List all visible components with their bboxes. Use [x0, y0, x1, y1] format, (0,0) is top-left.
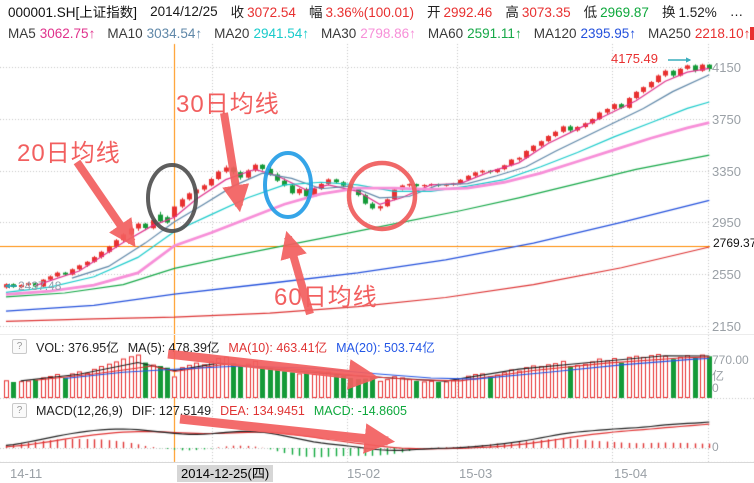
price-tick-3750: 3750	[712, 111, 741, 127]
volume-legend-item-1: MA(5): 478.39亿	[127, 341, 220, 355]
ma-legend-ma30: MA30 2798.86↑	[321, 25, 416, 41]
ma-legend-ma60: MA60 2591.11↑	[427, 25, 522, 41]
volume-legend-item-3: MA(20): 503.74亿	[336, 341, 435, 355]
macd-legend-item-1: DIF: 127.5149	[131, 403, 212, 418]
quote-field-收: 收 3072.54	[230, 5, 296, 20]
quote-fields: 收 3072.54 幅 3.36%(100.01) 开 2992.46 高 3073.35 低 2…	[231, 1, 717, 21]
macd-legend-item-2: DEA: 134.9451	[220, 403, 305, 418]
price-tick-2550: 2550	[712, 267, 741, 283]
help-icon[interactable]: ?	[12, 403, 27, 418]
ma-legend-ma5: MA5 3062.75↑	[8, 25, 96, 41]
quote-field-换: 换 1.52%	[661, 5, 717, 20]
label-ma20-note: 20日均线	[17, 140, 121, 167]
volume-axis-max: 770.00亿	[712, 353, 749, 383]
quote-field-高: 高 3073.35	[505, 5, 571, 20]
ma-legend-ma250: MA250 2218.10↑	[648, 25, 751, 41]
quote-field-幅: 幅 3.36%(100.01)	[308, 5, 415, 20]
price-tick-2150: 2150	[712, 319, 741, 334]
time-label-15-03: 15-03	[459, 466, 493, 481]
crosshair-price-label: 2769.37	[711, 236, 754, 250]
ma-legend-ma10: MA10 3034.54↑	[107, 25, 203, 41]
time-label-14-11: 14-11	[10, 466, 43, 481]
label-ma30-note: 30日均线	[176, 91, 280, 118]
high-price-label: 4175.49	[611, 51, 658, 66]
time-label-15-04: 15-04	[614, 466, 648, 481]
ma-legend-ma20: MA20 2941.54↑	[214, 25, 310, 41]
top-info-bar: 000001.SH[上证指数] 2014/12/25 收 3072.54 幅 3.36…	[0, 0, 754, 22]
price-tick-2950: 2950	[712, 215, 741, 231]
ma-legend-items: MA5 3062.75↑ MA10 3034.54↑ MA20 2941.54↑ MA30 2…	[8, 26, 750, 41]
pane-separator	[0, 334, 754, 335]
more-ellipsis[interactable]: …	[729, 3, 744, 19]
cursor-date-label: 2014-12-25(四)	[177, 465, 274, 482]
quote-field-低: 低 2969.87	[583, 5, 649, 20]
macd-legend-item-3: MACD: -14.8605	[313, 403, 407, 418]
edge-red-indicator	[750, 27, 754, 40]
volume-pane-header: ? VOL: 376.95亿 MA(5): 478.39亿 MA(10): 463.…	[12, 337, 435, 356]
help-icon[interactable]: ?	[12, 339, 27, 354]
time-axis[interactable]: 2014-12-25(四) 14-11 15-02 15-03 15-04	[0, 462, 754, 483]
macd-legend-item-0: MACD(12,26,9)	[36, 403, 123, 418]
macd-legend: MACD(12,26,9) DIF: 127.5149 DEA: 134.9451 M…	[36, 404, 407, 418]
label-ma60-note: 60日均线	[274, 284, 378, 311]
price-tick-3350: 3350	[712, 163, 741, 179]
ma-legend-bar: MA5 3062.75↑ MA10 3034.54↑ MA20 2941.54↑ MA30 2…	[0, 22, 754, 44]
volume-axis-zero: 0	[712, 381, 719, 395]
macd-axis-zero: 0	[712, 440, 719, 454]
volume-legend-item-0: VOL: 376.95亿	[36, 341, 119, 355]
volume-legend-item-2: MA(10): 463.41亿	[228, 341, 328, 355]
macd-pane-header: ? MACD(12,26,9) DIF: 127.5149 DEA: 134.945…	[12, 403, 407, 418]
time-label-15-02: 15-02	[347, 466, 381, 481]
quote-date: 2014/12/25	[150, 3, 218, 19]
symbol-name: 000001.SH[上证指数]	[8, 5, 138, 20]
price-tick-4150: 4150	[712, 60, 741, 75]
ma-legend-ma120: MA120 2395.95↑	[533, 25, 637, 41]
volume-legend: VOL: 376.95亿 MA(5): 478.39亿 MA(10): 463.41…	[36, 337, 435, 356]
quote-field-开: 开 2992.46	[427, 5, 493, 20]
low-price-label: 2437.48	[18, 279, 62, 293]
